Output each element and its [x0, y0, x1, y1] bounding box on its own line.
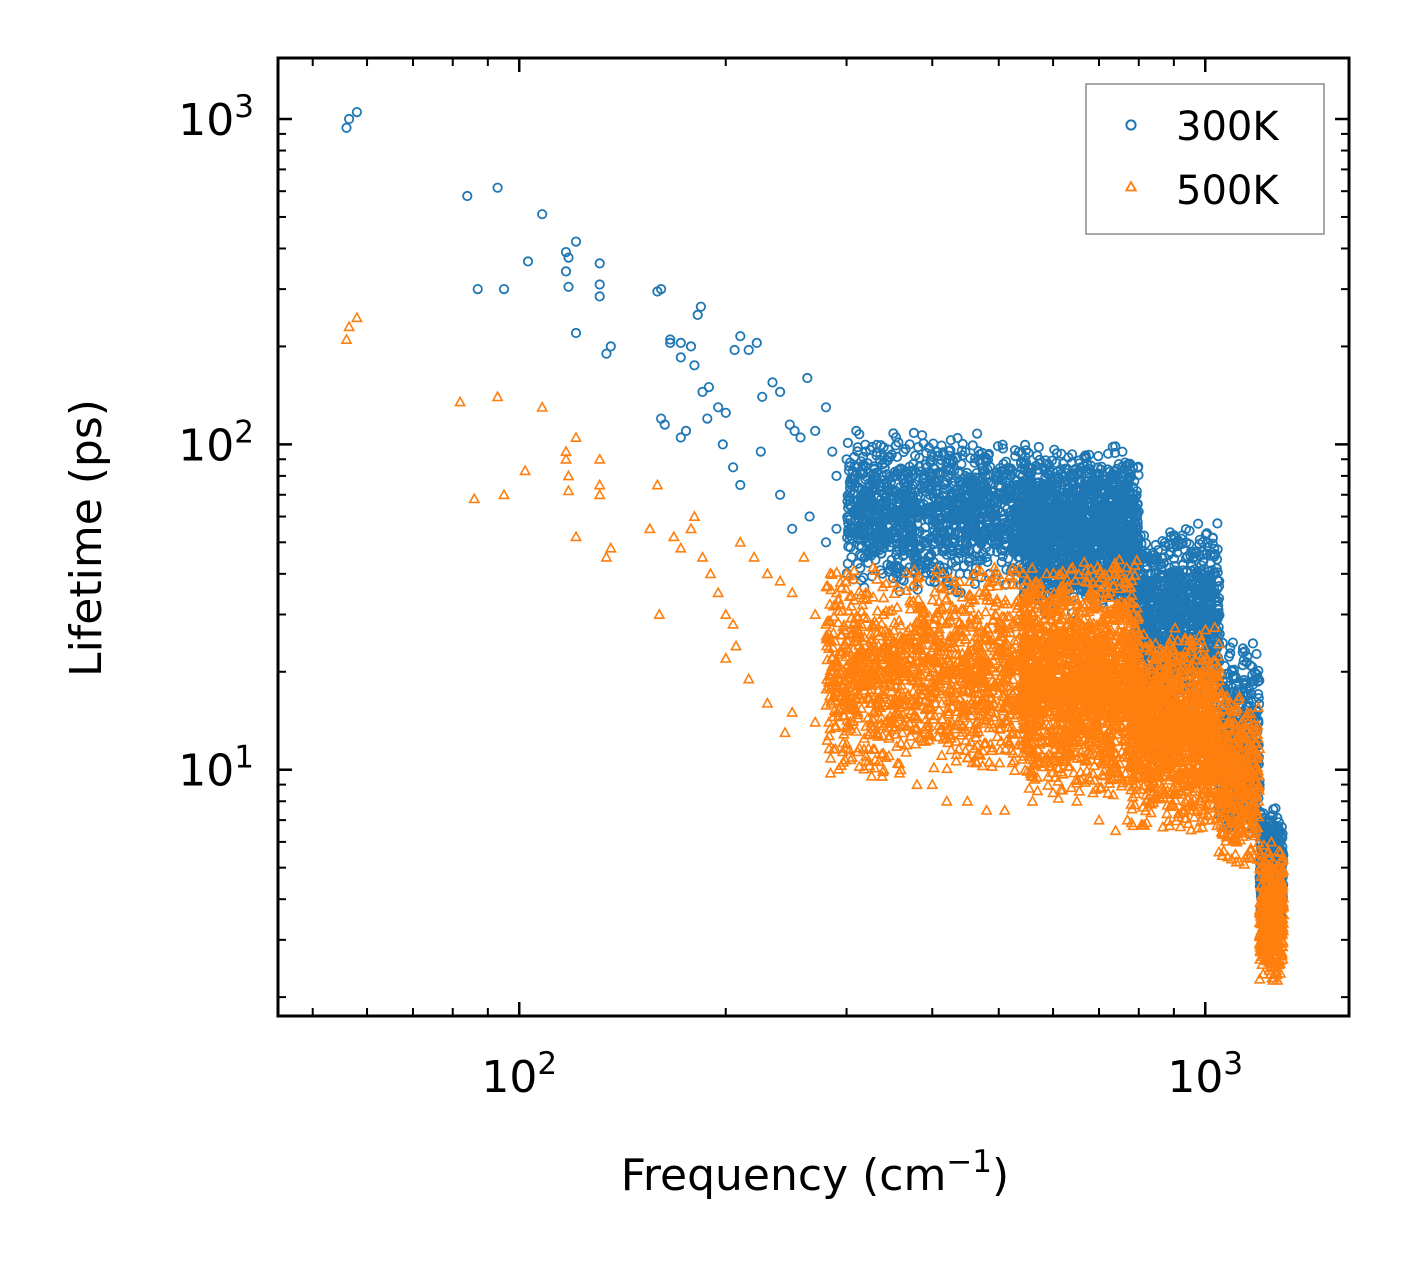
data-point	[810, 425, 821, 436]
data-point	[795, 432, 806, 443]
data-point	[755, 446, 766, 457]
data-point	[820, 402, 832, 413]
points-layer	[340, 107, 1290, 985]
data-point	[655, 283, 667, 295]
data-point	[982, 556, 993, 568]
data-point	[522, 256, 534, 267]
data-point	[996, 556, 1007, 568]
data-point	[675, 352, 686, 363]
data-point	[820, 537, 832, 548]
data-point	[751, 337, 762, 348]
data-point	[787, 523, 798, 534]
data-point	[472, 283, 483, 295]
data-point	[967, 440, 978, 451]
data-point	[910, 450, 921, 461]
data-point	[605, 341, 616, 352]
data-point	[774, 386, 786, 397]
data-point	[720, 407, 731, 418]
data-point	[729, 344, 740, 356]
data-point	[997, 439, 1008, 450]
data-point	[935, 458, 946, 470]
data-point	[570, 236, 582, 247]
data-point	[570, 327, 582, 339]
data-point	[1019, 439, 1031, 450]
data-point	[735, 331, 746, 342]
data-point	[789, 425, 800, 436]
data-point	[537, 209, 548, 220]
data-point	[594, 258, 605, 269]
data-point	[462, 190, 473, 202]
data-point	[757, 391, 768, 402]
data-point	[717, 439, 728, 450]
data-point	[563, 281, 574, 292]
data-point	[560, 266, 572, 277]
data-point	[498, 283, 510, 295]
data-point	[735, 479, 746, 491]
data-point	[854, 429, 865, 440]
data-point	[685, 341, 697, 352]
data-point	[343, 113, 355, 125]
data-point	[560, 247, 572, 258]
data-point	[914, 526, 925, 537]
data-point	[563, 252, 574, 263]
data-point	[601, 348, 612, 359]
data-point	[713, 402, 724, 413]
data-point	[351, 107, 362, 118]
data-point	[882, 559, 893, 570]
data-point	[695, 301, 707, 312]
data-point	[971, 428, 983, 439]
data-point	[665, 337, 676, 348]
data-point	[950, 555, 961, 566]
data-point	[842, 558, 853, 569]
data-point	[842, 437, 854, 448]
data-point	[802, 372, 813, 384]
data-point	[952, 432, 963, 444]
data-point	[831, 523, 842, 534]
data-point	[908, 427, 920, 438]
data-point	[703, 381, 715, 393]
data-point	[702, 413, 713, 424]
data-point	[665, 334, 676, 345]
data-point	[341, 122, 352, 133]
data-point	[767, 377, 778, 388]
data-point	[743, 344, 754, 356]
data-point	[900, 443, 911, 455]
data-point	[594, 291, 605, 302]
data-point	[827, 446, 838, 457]
data-point	[774, 489, 786, 500]
data-point	[675, 337, 686, 348]
data-point	[594, 279, 605, 290]
data-point	[843, 541, 854, 552]
data-point	[680, 425, 692, 436]
data-point	[697, 386, 708, 397]
data-point	[831, 470, 842, 481]
data-point	[934, 492, 945, 503]
data-point	[492, 182, 503, 193]
data-point	[804, 511, 815, 522]
data-point	[692, 309, 703, 320]
data-point	[659, 419, 670, 430]
data-point	[784, 419, 795, 430]
data-point	[675, 432, 686, 443]
data-point	[727, 462, 739, 473]
data-point	[852, 446, 863, 457]
data-point	[689, 360, 700, 371]
